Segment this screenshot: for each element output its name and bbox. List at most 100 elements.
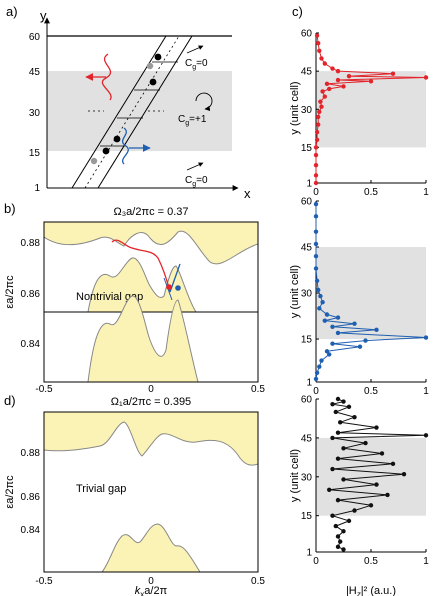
b-ytick: 0.84 [21, 339, 41, 350]
c-ytick-label: 60 [301, 395, 313, 406]
c-data-point [313, 241, 319, 247]
c-data-point [352, 321, 357, 326]
c-data-point [335, 456, 341, 461]
c-data-point [341, 84, 346, 89]
c-ytick-label: 1 [306, 179, 312, 190]
c-data-point [313, 266, 319, 271]
red-edge-state [111, 239, 171, 293]
panel-d-annotation: Trivial gap [76, 483, 126, 495]
d-ytick: 0.86 [21, 492, 41, 503]
a-tick-1: 1 [34, 183, 40, 194]
d-xtick: -0.5 [35, 576, 53, 587]
a-tick-15: 15 [29, 148, 41, 159]
c-data-point [330, 66, 335, 71]
strip-left-edge [71, 35, 167, 189]
c-data-point [316, 40, 321, 46]
d-ylabel: εa/2πc [4, 475, 16, 509]
c-data-point [368, 79, 374, 84]
c-ylabel: y (unit cell) [289, 265, 301, 318]
c-data-point [324, 349, 330, 354]
lower-band-extended [87, 295, 199, 383]
c-data-point [341, 399, 346, 404]
c-data-point [374, 425, 379, 430]
c-data-point [330, 324, 335, 329]
c-ytick-label: 30 [301, 289, 313, 300]
gray-dot [90, 157, 98, 165]
c-ytick-label: 1 [306, 548, 312, 559]
panel-b-annotation: Nontrivial gap [76, 291, 143, 303]
b-xtick: -0.5 [35, 384, 53, 395]
red-marker [166, 284, 172, 290]
c-xtick-label: 1 [423, 187, 429, 198]
c-data-point [423, 75, 429, 80]
c-ytick-label: 15 [301, 143, 313, 154]
gray-dot [146, 62, 154, 70]
c-data-point [335, 430, 341, 435]
cg-arrow-bottom [186, 162, 204, 171]
b-ytick: 0.88 [21, 238, 41, 249]
c-data-point [313, 254, 319, 259]
panel-d-frame [43, 411, 259, 573]
red-wave [101, 53, 112, 101]
c-data-point [316, 114, 321, 120]
c-data-point [363, 338, 368, 343]
d-xtick: 0.5 [251, 576, 265, 587]
c-data-point [357, 344, 363, 349]
c-data-point [317, 109, 322, 115]
c-data-point [379, 451, 385, 456]
unit-cells [100, 61, 178, 147]
c-data-point [316, 287, 321, 293]
lower-band [44, 523, 201, 572]
panel-d-title: Ω₁a/2πc = 0.395 [111, 396, 191, 408]
c-data-point [341, 529, 346, 534]
c-data-point [338, 539, 343, 544]
black-dot [149, 78, 157, 86]
c-data-point [423, 433, 429, 438]
c-data-point [320, 89, 325, 94]
b-xtick: 0.5 [251, 384, 265, 395]
black-dot [154, 53, 162, 61]
panel-b-title: Ω₃a/2πc = 0.37 [113, 206, 188, 218]
b-ytick: 0.86 [21, 289, 41, 300]
panel-c-label: c) [292, 4, 303, 19]
panel-a: a) y x 60 45 30 15 1 [6, 4, 251, 201]
black-dot [113, 135, 121, 143]
panel-a-label: a) [6, 4, 18, 19]
cg-top-label: Cg=0 [185, 58, 208, 71]
c-data-point [335, 396, 341, 402]
c-ytick-label: 45 [301, 433, 313, 444]
upper-band [44, 222, 258, 265]
c-xtick-label: 0 [313, 187, 319, 198]
c-xtick-label: 0.5 [364, 556, 378, 567]
c-data-point [313, 214, 319, 219]
c-data-point [320, 300, 325, 305]
c-xtick-label: 0 [313, 556, 319, 567]
c-data-point [322, 94, 327, 99]
c-data-point [318, 293, 323, 299]
c-data-point [335, 534, 341, 539]
c-data-point [313, 376, 319, 382]
c-xtick-label: 1 [423, 556, 429, 567]
c-data-point [313, 180, 319, 186]
c-data-point [324, 81, 330, 87]
c-data-point [314, 278, 320, 283]
c-data-point [314, 33, 320, 38]
x-axis-label: x [244, 186, 251, 201]
c-ytick-label: 45 [301, 67, 313, 78]
c-data-point [324, 312, 330, 317]
c-data-point [335, 544, 341, 550]
c-ytick-label: 30 [301, 472, 313, 483]
c-data-point [322, 61, 327, 66]
c-data-point [322, 318, 327, 323]
c-data-point [319, 56, 324, 61]
a-tick-30: 30 [29, 108, 41, 119]
c-data-point [385, 492, 390, 498]
c-data-point [368, 503, 374, 508]
a-tick-45: 45 [29, 67, 41, 78]
c-data-point [341, 446, 346, 451]
c-ytick-label: 15 [301, 511, 313, 522]
b-xtick: 0 [148, 384, 154, 395]
